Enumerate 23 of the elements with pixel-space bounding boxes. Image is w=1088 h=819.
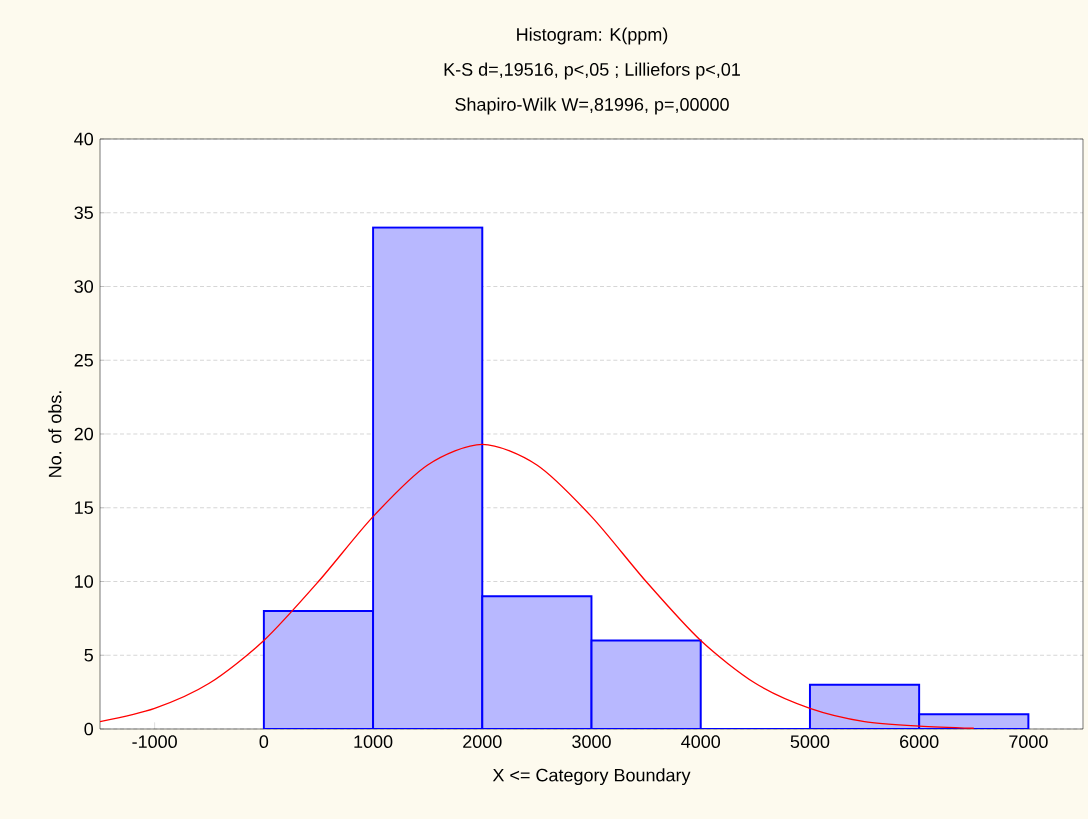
y-tick-label: 35 [74, 206, 93, 220]
y-tick-label: 40 [74, 132, 94, 146]
x-tick-label: 2000 [463, 735, 502, 748]
y-tick-label: 10 [75, 575, 94, 588]
x-tick-label: 1000 [354, 735, 393, 748]
y-tick-label: 25 [74, 353, 93, 367]
y-tick-label: 30 [74, 280, 94, 293]
x-tick-label: 6000 [900, 735, 939, 748]
y-axis-title: No. of obs. [48, 391, 62, 477]
x-tick-label: 4000 [681, 735, 721, 748]
y-tick-label: 5 [84, 648, 93, 662]
chart-title: Histogram: K(ppm) [517, 27, 668, 45]
x-tick-label: 3000 [572, 735, 611, 748]
y-tick-label: 0 [84, 722, 94, 736]
x-tick-label: 0 [259, 735, 269, 748]
text: Shapiro-Wilk W=,81996, p=,00000 [455, 97, 729, 115]
x-tick-label: 7000 [1009, 735, 1048, 748]
chart-subtitle: K-S d=,19516, p<,05 ; Lilliefors p<,01 [444, 62, 740, 80]
x-tick-label: 5000 [790, 735, 830, 748]
x-tick-label: -1000 [132, 735, 177, 748]
y-tick-label: 15 [75, 501, 93, 515]
y-tick-label: 20 [74, 427, 94, 441]
x-axis-title: X <= Category Boundary [492, 768, 691, 786]
